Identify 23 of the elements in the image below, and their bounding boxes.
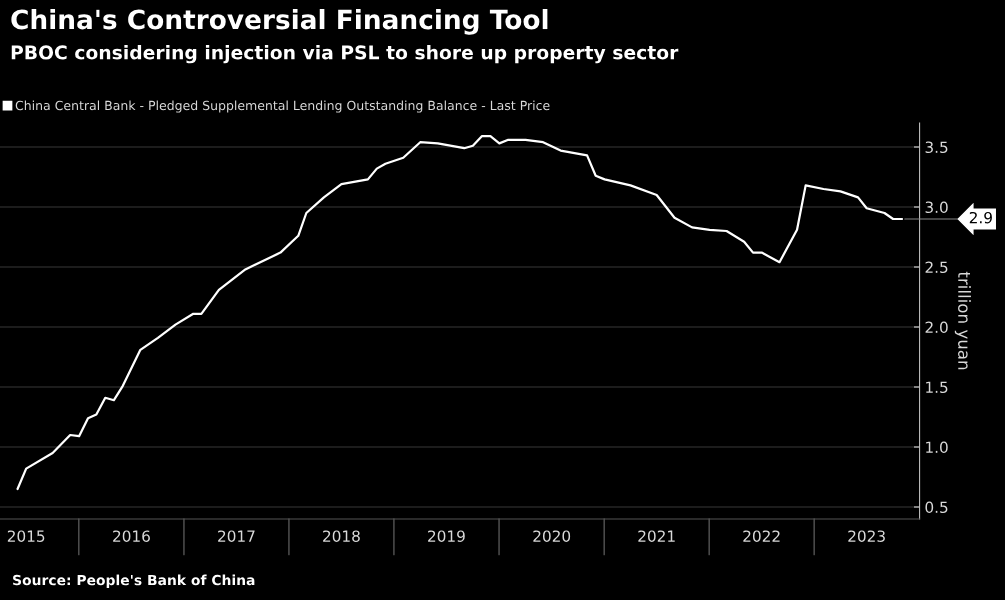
x-tick-label: 2017 (218, 530, 255, 542)
x-tick-label: 2016 (113, 530, 150, 542)
y-tick-label: 3.5 (925, 141, 948, 154)
y-tick-label: 1.0 (926, 441, 948, 454)
line-series (16, 135, 904, 491)
x-tick-label: 2019 (428, 530, 465, 542)
x-tick-label: 2018 (323, 530, 360, 542)
y-tick-label: 2.0 (925, 321, 948, 334)
x-tick-label: 2023 (848, 530, 885, 542)
y-tick-label: 3.0 (925, 201, 948, 214)
y-axis-title: trillion yuan (954, 271, 971, 370)
x-tick-label: 2022 (743, 530, 780, 542)
y-tick-label: 0.5 (925, 501, 948, 514)
chart-subtitle: PBOC considering injection via PSL to shore up property sector (11, 45, 679, 64)
legend-label: China Central Bank - Pledged Supplemental Lending Outstanding Balance - Last Price (15, 100, 550, 113)
annotation: 2.9 (969, 211, 992, 224)
x-tick-label: 2015 (7, 530, 45, 542)
x-tick-label: 2020 (533, 530, 571, 542)
chart-title: China's Controversial Financing Tool (11, 9, 548, 35)
source-note: Source: People's Bank of China (13, 574, 255, 588)
y-tick-label: 2.5 (925, 261, 948, 274)
x-tick-label: 2021 (638, 530, 675, 542)
y-tick-label: 1.5 (926, 381, 948, 394)
